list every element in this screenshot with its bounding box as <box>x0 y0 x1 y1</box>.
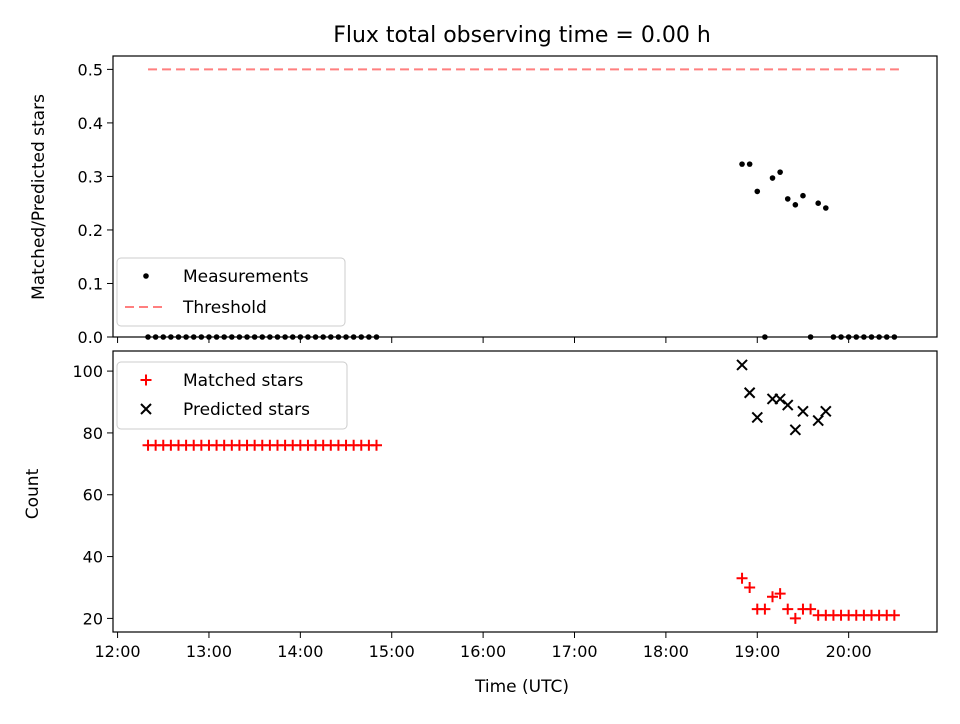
top-x-ticks <box>117 337 850 343</box>
bottom-y-axis-label: Count <box>23 468 43 519</box>
legend-label: Measurements <box>183 267 309 287</box>
predicted-star-marker <box>736 359 748 371</box>
y-tick-label: 0.4 <box>78 114 103 133</box>
bottom-y-ticks: 20 40 60 80 100 <box>72 362 113 628</box>
x-tick-label: 19:00 <box>734 642 780 661</box>
measurement-point <box>823 205 829 211</box>
measurement-point <box>784 196 791 202</box>
top-y-ticks: 0.0 0.1 0.2 0.3 0.4 0.5 <box>78 60 113 347</box>
bottom-axes-frame <box>112 350 938 633</box>
predicted-star-marker <box>774 393 786 405</box>
legend-frame <box>116 361 348 430</box>
top-legend: Measurements Threshold <box>116 257 346 327</box>
legend-label: Matched stars <box>183 371 303 391</box>
measurement-point <box>754 188 761 195</box>
x-tick-label: 13:00 <box>186 642 232 661</box>
legend-marker-matched <box>140 374 152 386</box>
matched-star-marker <box>782 603 794 615</box>
bottom-plot-area <box>142 359 900 624</box>
chart-title: Flux total observing time = 0.00 h <box>333 23 711 48</box>
x-axis-label: Time (UTC) <box>474 677 569 697</box>
measurement-point <box>739 161 745 167</box>
x-tick-label: 17:00 <box>551 642 597 661</box>
measurement-point <box>792 201 799 208</box>
y-tick-label: 0.5 <box>78 60 103 79</box>
measurement-point <box>769 175 776 181</box>
matched-star-marker <box>759 603 771 615</box>
legend-marker-predicted <box>140 403 152 415</box>
predicted-star-marker <box>782 399 794 411</box>
y-tick-label: 40 <box>83 548 103 567</box>
matched-star-marker <box>805 603 817 615</box>
y-tick-label: 0.0 <box>78 328 103 347</box>
predicted-star-marker <box>820 405 832 417</box>
matched-star-marker <box>789 612 801 624</box>
x-tick-label: 14:00 <box>277 642 323 661</box>
bottom-panel: 20 40 60 80 100 12:00 13:00 14:00 15:00 16:00 17:… <box>23 350 938 697</box>
top-axes-frame <box>112 55 938 338</box>
bottom-legend: Matched stars Predicted stars <box>116 361 348 430</box>
legend-label: Threshold <box>182 298 267 318</box>
matched-star-marker <box>774 588 786 600</box>
y-tick-label: 0.1 <box>78 274 103 293</box>
y-tick-label: 0.2 <box>78 221 103 240</box>
matched-star-marker <box>736 572 748 584</box>
legend-frame <box>116 257 346 327</box>
predicted-star-marker <box>812 414 824 427</box>
matched-star-marker <box>370 439 382 451</box>
x-tick-label: 12:00 <box>95 642 141 661</box>
legend-label: Predicted stars <box>183 400 310 420</box>
predicted-star-marker <box>797 405 809 417</box>
x-tick-label: 15:00 <box>369 642 415 661</box>
x-tick-label: 16:00 <box>460 642 506 661</box>
predicted-star-marker <box>743 387 756 399</box>
measurement-point <box>746 161 753 167</box>
y-tick-label: 80 <box>83 424 103 443</box>
matched-star-marker <box>767 591 779 603</box>
measurement-point <box>800 192 806 199</box>
x-tick-label: 20:00 <box>826 642 872 661</box>
y-tick-label: 100 <box>72 362 103 381</box>
predicted-star-marker <box>789 424 802 436</box>
measurement-point <box>815 200 821 206</box>
predicted-star-marker <box>751 411 763 424</box>
matched-star-marker <box>744 581 756 593</box>
matched-star-marker <box>888 609 900 621</box>
y-tick-label: 60 <box>83 486 103 505</box>
measurement-point <box>777 169 783 175</box>
bottom-x-ticks: 12:00 13:00 14:00 15:00 16:00 17:00 18:00 19:00… <box>95 632 872 661</box>
legend-marker-measurements <box>143 273 149 279</box>
top-y-axis-label: Matched/Predicted stars <box>29 94 49 300</box>
y-tick-label: 20 <box>83 609 103 628</box>
top-panel: 0.0 0.1 0.2 0.3 0.4 0.5 Matched/Predicted sta… <box>29 55 938 347</box>
y-tick-label: 0.3 <box>78 167 103 186</box>
x-tick-label: 18:00 <box>643 642 689 661</box>
